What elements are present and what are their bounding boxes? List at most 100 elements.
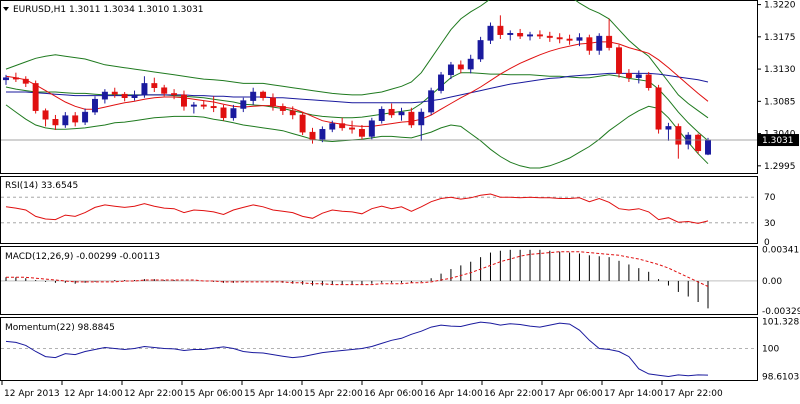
candle-body	[121, 93, 128, 98]
price-tick-label: 1.3175	[764, 33, 796, 43]
time-tick-label: 15 Apr 14:00	[244, 389, 303, 399]
candle-body	[12, 77, 19, 80]
main-header: EURUSD,H1 1.3011 1.3034 1.3010 1.3031	[13, 5, 204, 15]
momentum-pane: 101.3283 100 98.6103	[1, 317, 800, 383]
candle-body	[210, 106, 217, 109]
price-tick-label: 1.3085	[764, 97, 796, 107]
macd-signal-line	[6, 251, 709, 287]
rsi-tick-label: 70	[764, 193, 776, 203]
candle-body	[3, 77, 9, 81]
candle-body	[319, 129, 326, 140]
candle-body	[72, 115, 79, 123]
momentum-tick-label: 98.6103	[762, 373, 799, 383]
candle-body	[62, 115, 69, 126]
symbol-dropdown-icon[interactable]	[3, 7, 9, 11]
candle-body	[398, 111, 405, 116]
price-tick-label: 1.2995	[764, 162, 796, 172]
macd-tick-label: 0.00341	[762, 246, 799, 256]
candle-body	[655, 87, 662, 130]
candle-body	[507, 33, 514, 35]
candle-body	[625, 73, 632, 78]
candle-body	[645, 74, 652, 88]
price-axis: 1.32201.31751.31301.30851.30401.29951.30…	[757, 1, 799, 172]
rsi-tick-label: 30	[764, 219, 776, 229]
momentum-header: Momentum(22) 98.8845	[5, 323, 115, 333]
candle-body	[388, 108, 395, 116]
candle-body	[546, 35, 553, 38]
current-price-box	[758, 134, 799, 147]
current-price-label: 1.3031	[762, 136, 794, 146]
candle-body	[200, 104, 207, 107]
candle-body	[358, 129, 365, 137]
candle-body	[131, 94, 138, 98]
candle-body	[596, 35, 603, 51]
candle-body	[635, 74, 642, 78]
candle-body	[586, 37, 593, 51]
candle-body	[92, 98, 98, 113]
main-pane-border	[0, 0, 758, 174]
price-tick-label: 1.3220	[764, 1, 796, 11]
time-tick-label: 15 Apr 22:00	[304, 389, 363, 399]
moving-average-fast-line	[5, 41, 709, 127]
time-tick-label: 16 Apr 06:00	[364, 389, 423, 399]
candle-body	[467, 58, 474, 70]
candle-body	[260, 91, 267, 99]
macd-pane: 0.00341 0.00 -0.00329	[1, 246, 800, 317]
candle-body	[190, 104, 197, 107]
candle-body	[675, 126, 682, 145]
candle-body	[101, 91, 108, 100]
time-tick-label: 15 Apr 06:00	[184, 389, 243, 399]
momentum-line	[5, 321, 709, 378]
candle-body	[487, 25, 494, 41]
candle-body	[161, 87, 168, 94]
candle-body	[250, 91, 257, 101]
candle-body	[418, 111, 425, 126]
candle-body	[309, 131, 316, 140]
candle-body	[556, 37, 563, 40]
bollinger-middle-line	[5, 72, 709, 142]
time-axis: 12 Apr 2013 12 Apr 14:00 12 Apr 22:00 15 Ap…	[1, 381, 723, 399]
momentum-tick-label: 101.3283	[762, 317, 800, 327]
candle-body	[447, 64, 454, 76]
macd-header: MACD(12,26,9) -0.00299 -0.00113	[5, 252, 160, 262]
bollinger-lower-line	[5, 104, 709, 169]
candle-body	[457, 64, 464, 70]
candle-body	[665, 126, 672, 130]
rsi-pane-border	[0, 176, 758, 244]
candle-body	[32, 83, 39, 111]
candle-body	[576, 37, 583, 41]
rsi-line	[5, 193, 709, 224]
candle-body	[517, 33, 524, 37]
candle-body	[141, 83, 148, 96]
price-pane	[1, 0, 757, 169]
candle-body	[289, 110, 296, 116]
candle-body	[339, 123, 346, 129]
candle-body	[616, 47, 622, 74]
moving-average-slow-line	[6, 72, 709, 104]
time-tick-label: 12 Apr 14:00	[64, 389, 123, 399]
candle-body	[606, 35, 613, 48]
candle-body	[279, 106, 286, 111]
candle-body	[695, 134, 702, 152]
candle-body	[269, 97, 276, 107]
bollinger-upper-line	[5, 0, 709, 119]
candle-body	[181, 94, 187, 107]
macd-pane-border	[0, 246, 758, 315]
time-tick-label: 16 Apr 22:00	[484, 389, 543, 399]
candle-body	[566, 38, 573, 41]
time-tick-label: 17 Apr 14:00	[604, 389, 663, 399]
candle-body	[329, 123, 336, 130]
candle-body	[368, 120, 375, 137]
candle-body	[42, 110, 49, 120]
candle-body	[171, 93, 178, 96]
momentum-tick-label: 100	[762, 344, 779, 354]
candle-body	[477, 40, 484, 60]
candle-body	[536, 34, 543, 37]
rsi-header: RSI(14) 33.6545	[5, 181, 78, 191]
candle-body	[299, 114, 306, 133]
candle-body	[82, 111, 89, 123]
time-tick-label: 17 Apr 06:00	[544, 389, 603, 399]
price-tick-label: 1.3130	[764, 65, 796, 75]
